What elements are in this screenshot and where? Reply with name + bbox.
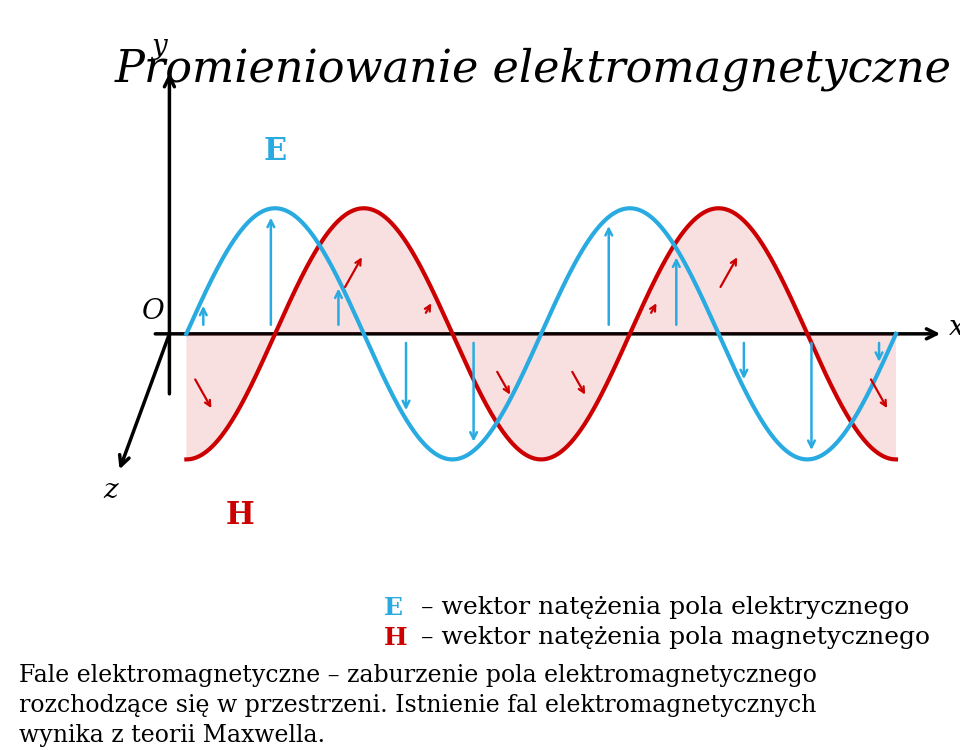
Text: H: H	[226, 500, 254, 532]
Text: rozchodzące się w przestrzeni. Istnienie fal elektromagnetycznych: rozchodzące się w przestrzeni. Istnienie…	[19, 694, 817, 717]
Text: Fale elektromagnetyczne – zaburzenie pola elektromagnetycznego: Fale elektromagnetyczne – zaburzenie pol…	[19, 664, 817, 687]
Text: wynika z teorii Maxwella.: wynika z teorii Maxwella.	[19, 724, 325, 747]
Text: E: E	[263, 136, 287, 167]
Text: z: z	[103, 477, 117, 504]
Text: Promieniowanie elektromagnetyczne: Promieniowanie elektromagnetyczne	[114, 47, 951, 92]
Text: O: O	[142, 298, 165, 325]
Text: – wektor natężenia pola elektrycznego: – wektor natężenia pola elektrycznego	[413, 596, 909, 619]
Text: H: H	[384, 626, 408, 650]
Text: – wektor natężenia pola magnetycznego: – wektor natężenia pola magnetycznego	[413, 626, 930, 650]
Text: x: x	[949, 314, 960, 341]
Text: E: E	[384, 596, 403, 620]
Text: y: y	[152, 33, 167, 60]
